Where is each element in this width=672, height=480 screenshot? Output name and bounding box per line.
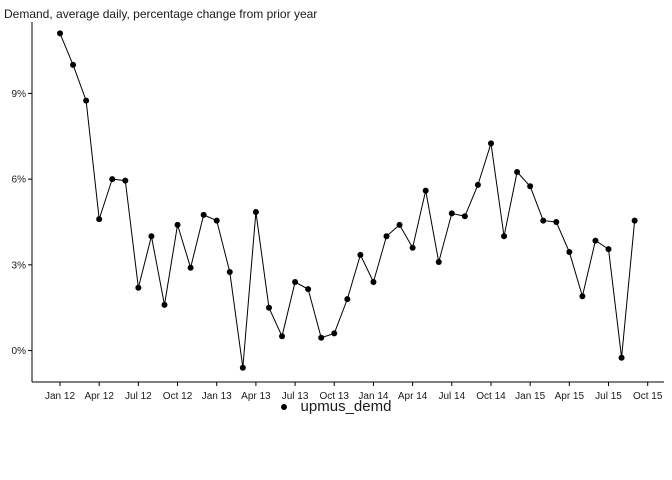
legend-key-upmus-demd [280, 403, 287, 410]
data-point [461, 213, 468, 220]
x-tick-label: Jul 12 [125, 391, 152, 402]
x-tick-label: Oct 12 [163, 391, 193, 402]
data-point [57, 30, 63, 37]
data-point [331, 330, 338, 337]
data-point [448, 210, 455, 217]
data-point [396, 221, 403, 228]
y-tick-label: 9% [12, 89, 27, 100]
data-point [501, 233, 508, 240]
data-point [344, 296, 351, 303]
data-point [474, 181, 481, 188]
x-tick-label: Jan 12 [45, 391, 75, 402]
data-point [213, 217, 220, 224]
data-point [265, 304, 272, 311]
data-point [226, 269, 233, 275]
data-point [122, 177, 129, 184]
data-point [161, 301, 168, 308]
chart-title: Demand, average daily, percentage change… [4, 7, 318, 21]
data-point [527, 183, 534, 190]
data-point [487, 140, 494, 147]
data-point [618, 354, 625, 361]
data-point [605, 246, 612, 253]
data-point [109, 176, 116, 183]
data-point [370, 279, 377, 285]
x-axis-ticks: Jan 12 Apr 12 Jul 12 Oct 12 Jan 13 Apr 13 Jul … [45, 382, 663, 402]
y-tick-label: 6% [12, 175, 27, 186]
data-point [135, 284, 142, 291]
data-point [292, 279, 299, 285]
data-point [174, 221, 181, 228]
data-point [187, 264, 194, 271]
series-group [57, 30, 638, 371]
x-tick-label: Oct 15 [633, 391, 663, 402]
data-point [83, 97, 90, 104]
x-tick-label: Jan 14 [358, 391, 388, 402]
data-point [318, 334, 325, 341]
data-point [540, 217, 547, 224]
data-point [200, 211, 207, 218]
data-point [422, 187, 429, 194]
data-point [566, 249, 573, 255]
x-tick-label: Oct 14 [476, 391, 506, 402]
data-point [252, 209, 259, 215]
x-tick-label: Jan 15 [515, 391, 545, 402]
x-tick-label: Jul 14 [438, 391, 465, 402]
data-point [409, 244, 416, 251]
legend-label-upmus-demd: upmus_demd [300, 398, 392, 415]
axes [31, 22, 664, 383]
data-point [279, 333, 286, 340]
data-point [70, 61, 77, 68]
data-point [579, 293, 586, 300]
data-point [592, 237, 599, 244]
x-tick-label: Apr 15 [555, 391, 585, 402]
x-tick-label: Oct 13 [320, 391, 350, 402]
legend: upmus_demd [0, 398, 672, 415]
x-tick-label: Apr 12 [84, 391, 114, 402]
data-point [239, 364, 246, 371]
data-point [357, 251, 364, 258]
x-tick-label: Jan 13 [202, 391, 232, 402]
y-tick-label: 3% [12, 260, 27, 271]
x-tick-label: Apr 14 [398, 391, 428, 402]
x-tick-label: Jul 13 [282, 391, 309, 402]
data-point [305, 286, 312, 293]
x-tick-label: Jul 15 [595, 391, 622, 402]
data-point [383, 233, 390, 240]
y-axis-ticks: 0% 3% 6% 9% [12, 89, 32, 357]
series-line [59, 33, 636, 368]
data-point [96, 216, 103, 223]
data-point [435, 259, 442, 265]
data-point [631, 217, 638, 224]
y-tick-label: 0% [12, 346, 27, 357]
x-tick-label: Apr 13 [241, 391, 271, 402]
data-point [514, 169, 521, 175]
data-point [553, 219, 560, 225]
data-point [148, 233, 155, 240]
